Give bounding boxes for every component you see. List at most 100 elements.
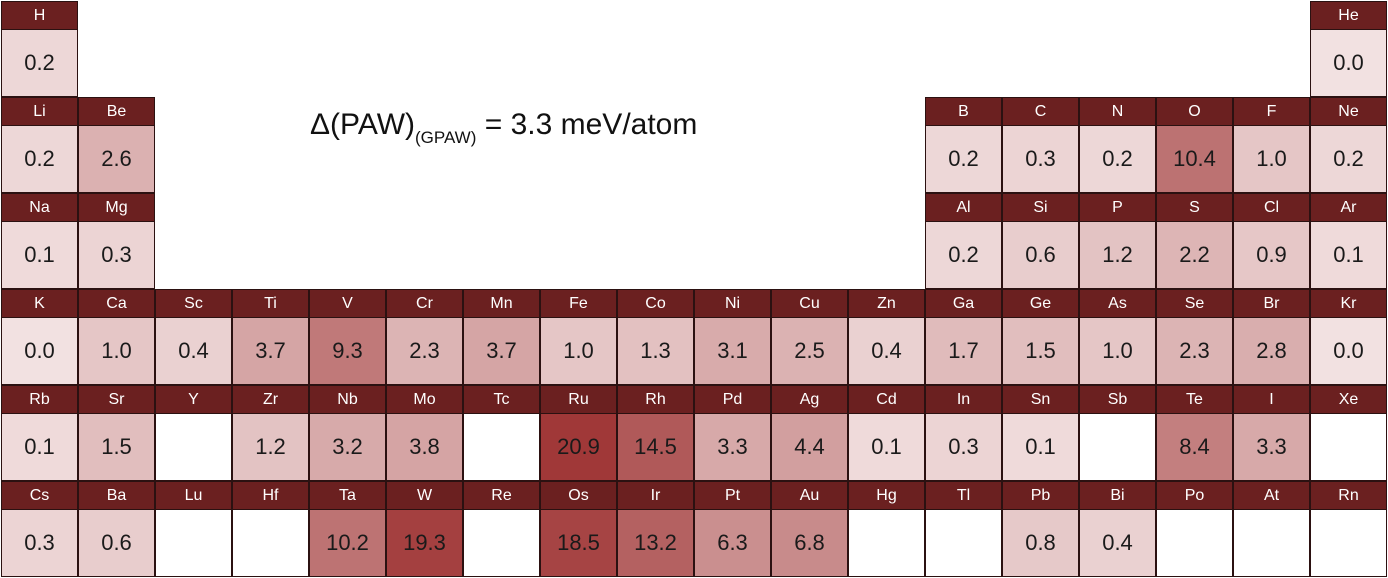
element-cell-c: C 0.3 (1002, 97, 1079, 193)
element-cell-fe: Fe 1.0 (540, 289, 617, 385)
element-cell-te: Te 8.4 (1156, 385, 1233, 481)
element-value: 0.4 (849, 318, 924, 384)
element-cell-v: V 9.3 (309, 289, 386, 385)
element-symbol: Lu (156, 482, 231, 510)
element-value: 0.2 (926, 222, 1001, 288)
element-value: 0.8 (1003, 510, 1078, 576)
element-cell-sc: Sc 0.4 (155, 289, 232, 385)
element-cell-kr: Kr 0.0 (1310, 289, 1387, 385)
element-symbol: Tc (464, 386, 539, 414)
element-value: 0.2 (1080, 126, 1155, 192)
element-value: 10.2 (310, 510, 385, 576)
element-cell-as: As 1.0 (1079, 289, 1156, 385)
element-value: 0.0 (1311, 30, 1386, 96)
element-value: 0.4 (156, 318, 231, 384)
chart-title: Δ(PAW)(GPAW) = 3.3 meV/atom (310, 108, 697, 148)
element-cell-rb: Rb 0.1 (1, 385, 78, 481)
element-cell-nb: Nb 3.2 (309, 385, 386, 481)
element-cell-w: W 19.3 (386, 481, 463, 577)
element-value: 0.0 (1311, 318, 1386, 384)
element-symbol: Y (156, 386, 231, 414)
element-value: 8.4 (1157, 414, 1232, 480)
element-value: 1.0 (1234, 126, 1309, 192)
element-value: 1.0 (1080, 318, 1155, 384)
element-cell-ti: Ti 3.7 (232, 289, 309, 385)
element-value: 1.3 (618, 318, 693, 384)
element-value: 3.7 (464, 318, 539, 384)
element-value (1080, 414, 1155, 480)
element-cell-au: Au 6.8 (771, 481, 848, 577)
element-cell-o: O 10.4 (1156, 97, 1233, 193)
element-value (464, 510, 539, 576)
element-cell-cs: Cs 0.3 (1, 481, 78, 577)
element-value (1311, 414, 1386, 480)
element-symbol: Ge (1003, 290, 1078, 318)
element-value: 13.2 (618, 510, 693, 576)
element-value: 0.9 (1234, 222, 1309, 288)
element-cell-b: B 0.2 (925, 97, 1002, 193)
element-cell-sn: Sn 0.1 (1002, 385, 1079, 481)
element-value: 18.5 (541, 510, 616, 576)
element-cell-f: F 1.0 (1233, 97, 1310, 193)
element-symbol: Cl (1234, 194, 1309, 222)
element-symbol: Si (1003, 194, 1078, 222)
element-value: 0.6 (1003, 222, 1078, 288)
element-symbol: Ni (695, 290, 770, 318)
element-cell-h: H 0.2 (1, 1, 78, 97)
element-cell-n: N 0.2 (1079, 97, 1156, 193)
element-symbol: Xe (1311, 386, 1386, 414)
element-symbol: Ta (310, 482, 385, 510)
element-symbol: Po (1157, 482, 1232, 510)
element-symbol: B (926, 98, 1001, 126)
element-symbol: Cr (387, 290, 462, 318)
element-symbol: Al (926, 194, 1001, 222)
element-cell-tl: Tl (925, 481, 1002, 577)
element-value: 6.8 (772, 510, 847, 576)
element-symbol: Rh (618, 386, 693, 414)
element-value: 0.1 (849, 414, 924, 480)
element-value: 9.3 (310, 318, 385, 384)
element-symbol: Hf (233, 482, 308, 510)
element-symbol: In (926, 386, 1001, 414)
element-symbol: H (2, 2, 77, 30)
element-cell-hg: Hg (848, 481, 925, 577)
element-value: 0.2 (2, 30, 77, 96)
element-value: 6.3 (695, 510, 770, 576)
element-symbol: Cu (772, 290, 847, 318)
element-cell-in: In 0.3 (925, 385, 1002, 481)
element-symbol: As (1080, 290, 1155, 318)
element-cell-i: I 3.3 (1233, 385, 1310, 481)
element-cell-bi: Bi 0.4 (1079, 481, 1156, 577)
element-value: 0.3 (2, 510, 77, 576)
element-value: 20.9 (541, 414, 616, 480)
element-symbol: Kr (1311, 290, 1386, 318)
element-value (1311, 510, 1386, 576)
element-value: 0.4 (1080, 510, 1155, 576)
element-value (849, 510, 924, 576)
element-symbol: P (1080, 194, 1155, 222)
element-symbol: Ar (1311, 194, 1386, 222)
element-cell-cd: Cd 0.1 (848, 385, 925, 481)
element-value: 1.5 (1003, 318, 1078, 384)
element-value: 0.2 (1311, 126, 1386, 192)
element-value: 0.3 (79, 222, 154, 288)
element-cell-rn: Rn (1310, 481, 1387, 577)
element-value: 1.5 (79, 414, 154, 480)
element-symbol: I (1234, 386, 1309, 414)
element-symbol: Zn (849, 290, 924, 318)
element-symbol: Ba (79, 482, 154, 510)
element-symbol: Au (772, 482, 847, 510)
element-cell-ta: Ta 10.2 (309, 481, 386, 577)
element-symbol: Fe (541, 290, 616, 318)
element-value (1157, 510, 1232, 576)
element-symbol: Mg (79, 194, 154, 222)
element-cell-be: Be 2.6 (78, 97, 155, 193)
element-value (233, 510, 308, 576)
element-cell-ni: Ni 3.1 (694, 289, 771, 385)
title-prefix: Δ(PAW) (310, 108, 416, 141)
element-cell-he: He 0.0 (1310, 1, 1387, 97)
element-symbol: Ga (926, 290, 1001, 318)
element-cell-na: Na 0.1 (1, 193, 78, 289)
element-cell-ge: Ge 1.5 (1002, 289, 1079, 385)
